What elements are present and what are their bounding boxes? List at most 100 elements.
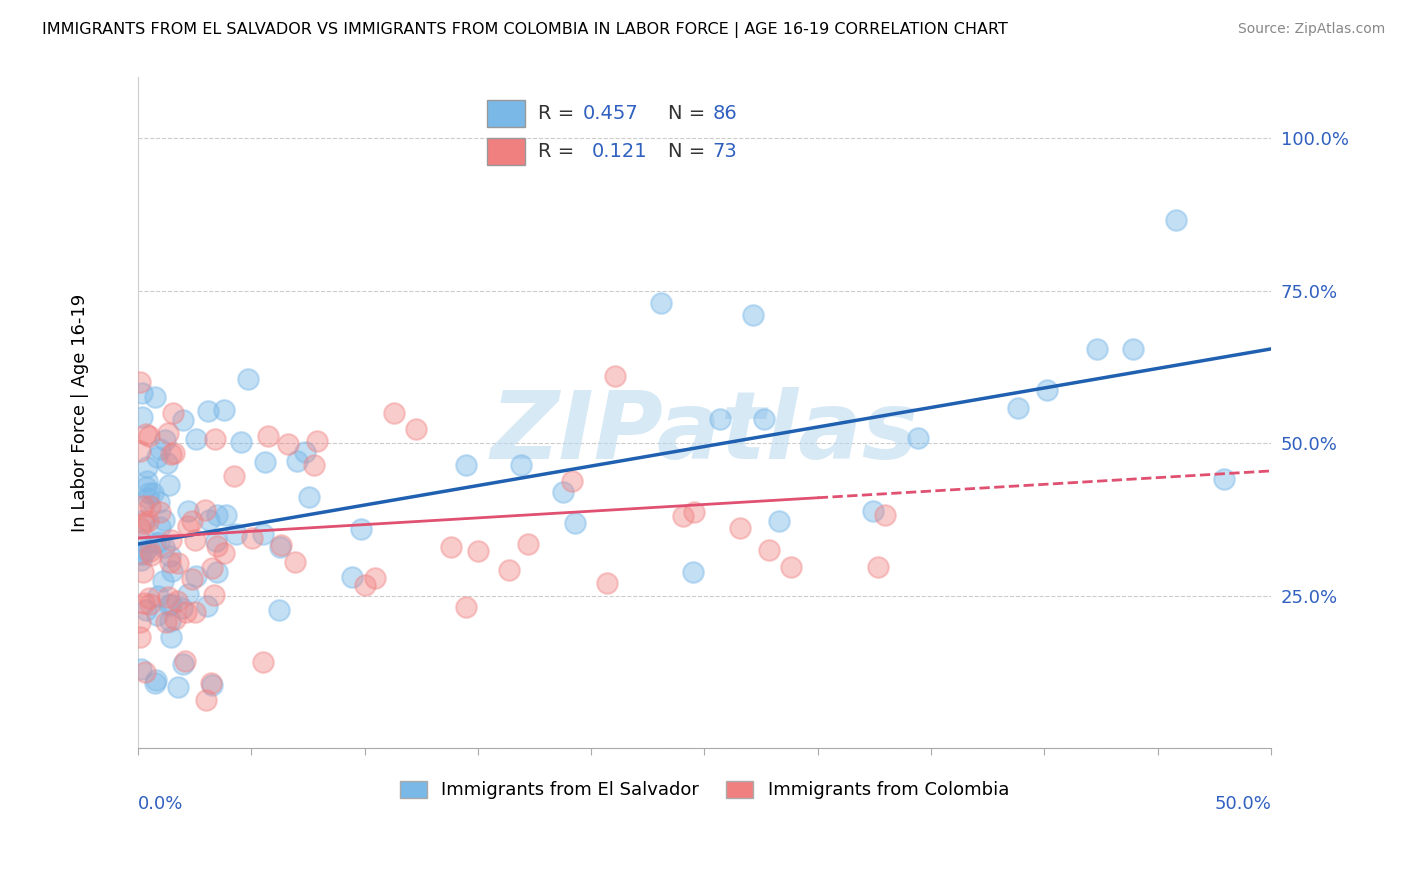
Point bbox=[1122, 342, 1144, 356]
Point bbox=[159, 614, 181, 628]
Point bbox=[183, 533, 205, 548]
Point bbox=[866, 560, 889, 574]
Point bbox=[162, 405, 184, 419]
Point bbox=[215, 508, 238, 522]
Point bbox=[405, 422, 427, 436]
Point bbox=[768, 514, 790, 528]
Point bbox=[596, 575, 619, 590]
Point bbox=[605, 368, 627, 383]
Point bbox=[157, 598, 180, 612]
Point bbox=[752, 412, 775, 426]
Point bbox=[160, 597, 183, 611]
Point bbox=[152, 513, 174, 527]
Point bbox=[198, 513, 221, 527]
Point bbox=[160, 630, 183, 644]
Point bbox=[225, 526, 247, 541]
Text: 0.0%: 0.0% bbox=[138, 796, 183, 814]
Point bbox=[139, 597, 162, 611]
Point bbox=[364, 571, 387, 585]
Point bbox=[682, 566, 704, 580]
Point bbox=[131, 565, 153, 579]
Point bbox=[1213, 472, 1236, 486]
Point bbox=[1036, 383, 1059, 397]
Point bbox=[180, 572, 202, 586]
Point bbox=[129, 375, 152, 389]
Point bbox=[284, 556, 307, 570]
Point bbox=[873, 508, 896, 522]
Point bbox=[143, 390, 166, 404]
Point bbox=[277, 436, 299, 450]
Point bbox=[186, 568, 208, 582]
Point bbox=[142, 486, 165, 500]
Point bbox=[758, 543, 780, 558]
Point bbox=[229, 435, 252, 450]
Legend: Immigrants from El Salvador, Immigrants from Colombia: Immigrants from El Salvador, Immigrants … bbox=[392, 773, 1017, 806]
Point bbox=[132, 516, 155, 530]
Point bbox=[145, 608, 167, 623]
Point bbox=[439, 541, 461, 555]
Point bbox=[160, 447, 183, 461]
Point bbox=[152, 574, 174, 589]
Point bbox=[257, 429, 280, 443]
Point bbox=[184, 433, 207, 447]
Point bbox=[382, 405, 405, 419]
Point bbox=[157, 425, 180, 440]
Point bbox=[201, 678, 224, 692]
Point bbox=[204, 432, 226, 446]
Point bbox=[155, 433, 177, 447]
Point bbox=[129, 553, 152, 567]
Point bbox=[159, 555, 181, 569]
Text: Source: ZipAtlas.com: Source: ZipAtlas.com bbox=[1237, 22, 1385, 37]
Point bbox=[139, 548, 162, 562]
Point bbox=[166, 556, 188, 570]
Point bbox=[138, 591, 160, 605]
Point bbox=[172, 412, 194, 426]
Point bbox=[160, 564, 183, 578]
Point bbox=[516, 537, 538, 551]
Point bbox=[551, 484, 574, 499]
Point bbox=[129, 547, 152, 561]
Point bbox=[129, 444, 152, 458]
Point bbox=[1164, 212, 1187, 227]
Point bbox=[136, 474, 159, 488]
Point bbox=[149, 442, 172, 456]
Point bbox=[564, 516, 586, 531]
Point bbox=[136, 514, 159, 528]
Point bbox=[1085, 342, 1108, 356]
Point bbox=[181, 515, 204, 529]
Point bbox=[207, 508, 229, 523]
Point bbox=[148, 534, 170, 549]
Point bbox=[1007, 401, 1029, 416]
Point bbox=[129, 521, 152, 535]
Point bbox=[200, 676, 222, 690]
Point bbox=[155, 615, 177, 630]
Point bbox=[672, 508, 695, 523]
Point bbox=[172, 657, 194, 672]
Point bbox=[149, 520, 172, 534]
Point bbox=[683, 505, 706, 519]
Point bbox=[467, 544, 489, 558]
Point bbox=[138, 544, 160, 558]
Point bbox=[252, 655, 274, 669]
Point bbox=[222, 469, 245, 483]
Point bbox=[135, 427, 157, 442]
Point bbox=[167, 681, 190, 695]
Point bbox=[138, 429, 160, 443]
Point bbox=[194, 503, 217, 517]
Point bbox=[205, 565, 228, 579]
Point bbox=[238, 371, 260, 385]
Point bbox=[214, 402, 236, 417]
Point bbox=[139, 499, 162, 513]
Point bbox=[132, 547, 155, 561]
Point bbox=[202, 589, 225, 603]
Point bbox=[143, 536, 166, 550]
Point bbox=[201, 561, 224, 575]
Point bbox=[177, 504, 200, 518]
Point bbox=[149, 505, 172, 519]
Point bbox=[134, 665, 156, 680]
Point bbox=[129, 630, 152, 644]
Point bbox=[135, 603, 157, 617]
Point bbox=[152, 540, 174, 554]
Point bbox=[194, 692, 217, 706]
Point bbox=[510, 458, 533, 473]
